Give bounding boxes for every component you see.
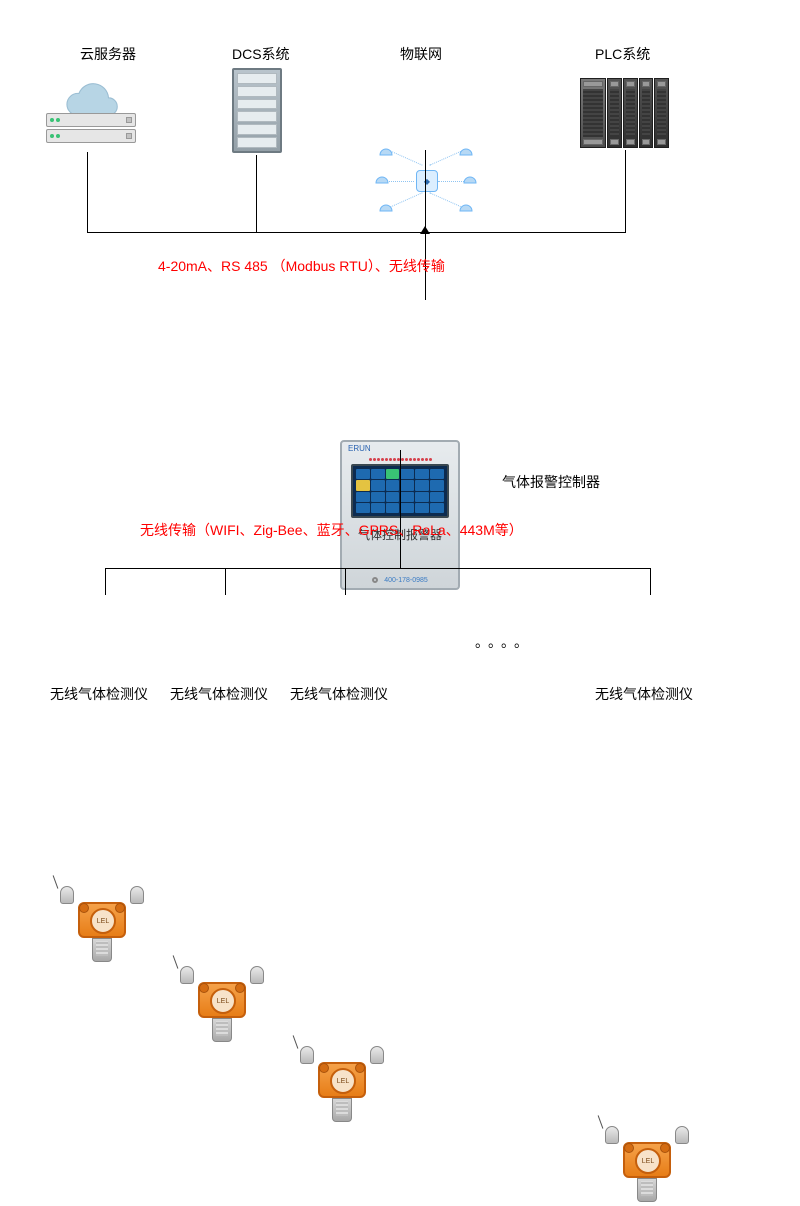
controller-side-label: 气体报警控制器 [502, 472, 600, 492]
ellipsis-dots: 。。。。 [475, 632, 534, 652]
line-bot-drop-2 [225, 568, 226, 595]
top-label-dcs: DCS系统 [232, 44, 290, 64]
line-bottom-bus [105, 568, 651, 569]
detector-label-1: 无线气体检测仪 [50, 684, 148, 704]
line-top-drop-3 [425, 150, 426, 232]
line-top-drop-1 [87, 152, 88, 232]
protocol-lower: 无线传输（WIFI、Zig-Bee、蓝牙、GPRS、RoLa、443M等） [140, 520, 523, 540]
controller-brand: ERUN [348, 444, 371, 453]
top-label-plc: PLC系统 [595, 44, 650, 64]
arrow-up-icon [420, 226, 430, 234]
gas-detector-3: LEL [300, 1046, 384, 1126]
detector-label-2: 无线气体检测仪 [170, 684, 268, 704]
plc-icon [580, 78, 670, 148]
detector-label-3: 无线气体检测仪 [290, 684, 388, 704]
iot-network-icon: ◆ [376, 145, 476, 215]
line-top-drop-2 [256, 155, 257, 232]
line-top-drop-4 [625, 150, 626, 232]
line-bot-drop-3 [345, 568, 346, 595]
controller-phone: 400-178-0985 [384, 577, 428, 584]
top-label-iot: 物联网 [400, 44, 442, 64]
detector-label-4: 无线气体检测仪 [595, 684, 693, 704]
line-bot-drop-1 [105, 568, 106, 595]
line-center-down [400, 450, 401, 568]
top-label-cloud: 云服务器 [80, 44, 136, 64]
gas-detector-1: LEL [60, 886, 144, 966]
gas-detector-4: LEL [605, 1126, 689, 1206]
gas-detector-2: LEL [180, 966, 264, 1046]
line-bot-drop-4 [650, 568, 651, 595]
protocol-upper: 4-20mA、RS 485 （Modbus RTU）、无线传输 [158, 256, 445, 276]
cloud-server-icon [46, 75, 136, 145]
line-top-bus [87, 232, 626, 233]
dcs-cabinet-icon [232, 68, 282, 153]
